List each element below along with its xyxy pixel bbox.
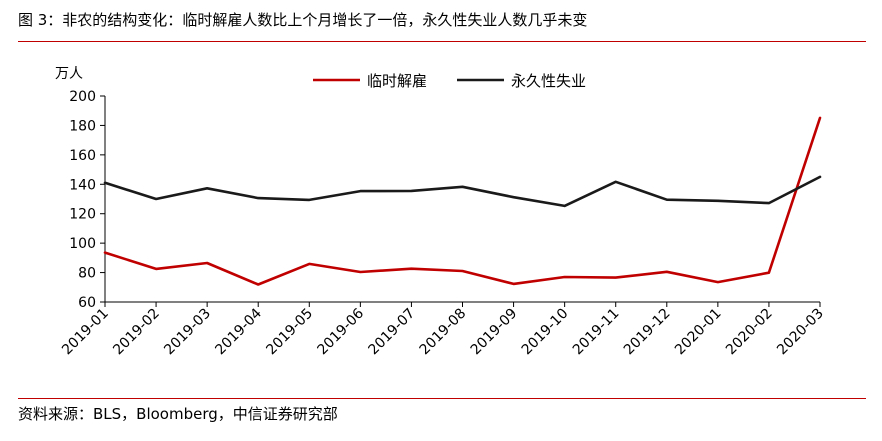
x-tick-label: 2020-02 <box>723 306 776 359</box>
y-tick-label: 100 <box>69 236 96 252</box>
x-tick-label: 2019-01 <box>59 306 112 359</box>
y-axis-unit-label: 万人 <box>55 66 83 82</box>
top-divider <box>18 41 866 42</box>
legend-label: 永久性失业 <box>511 72 586 90</box>
x-tick-label: 2019-12 <box>621 306 674 359</box>
y-tick-label: 200 <box>69 89 96 105</box>
x-tick-label: 2019-05 <box>263 306 316 359</box>
y-tick-label: 160 <box>69 148 96 164</box>
y-tick-label: 120 <box>69 207 96 223</box>
x-tick-label: 2019-09 <box>468 306 521 359</box>
x-tick-label: 2020-01 <box>672 306 725 359</box>
y-tick-label: 140 <box>69 177 96 193</box>
series-line-permanent-job-loss <box>103 175 822 208</box>
source-note: 资料来源：BLS，Bloomberg，中信证券研究部 <box>18 405 338 423</box>
x-tick-label: 2019-08 <box>417 306 470 359</box>
series-line-temporary-layoff <box>103 116 822 286</box>
x-tick-label: 2020-03 <box>774 306 827 359</box>
x-tick-label: 2019-07 <box>366 306 419 359</box>
chart-title: 图 3：非农的结构变化：临时解雇人数比上个月增长了一倍，永久性失业人数几乎未变 <box>18 11 588 29</box>
legend-label: 临时解雇 <box>367 72 427 90</box>
x-tick-label: 2019-02 <box>110 306 163 359</box>
bottom-divider <box>18 398 866 399</box>
x-tick-label: 2019-03 <box>161 306 214 359</box>
y-tick-label: 180 <box>69 118 96 134</box>
y-tick-label: 60 <box>78 295 96 311</box>
x-tick-label: 2019-06 <box>315 305 368 358</box>
x-tick-label: 2019-10 <box>519 306 572 359</box>
x-tick-label: 2019-04 <box>212 305 265 358</box>
x-tick-label: 2019-11 <box>570 306 623 359</box>
y-tick-label: 80 <box>78 266 96 282</box>
